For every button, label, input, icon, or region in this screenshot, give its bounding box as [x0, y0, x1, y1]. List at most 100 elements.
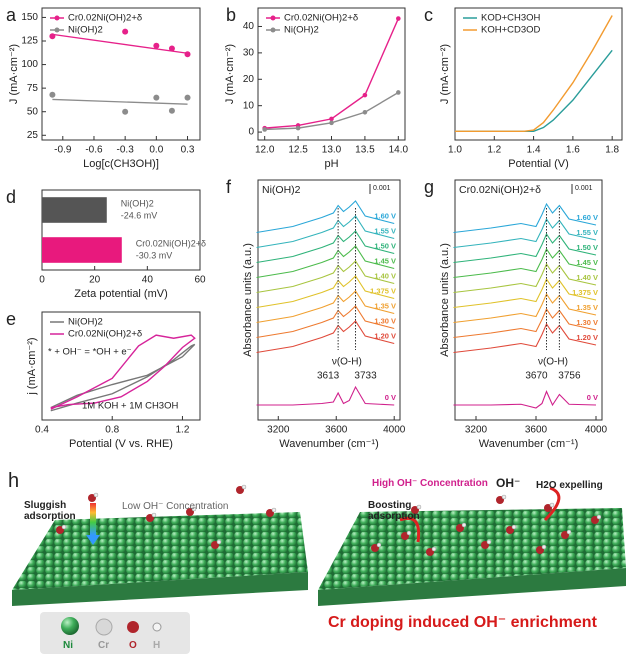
scale-label: 0.001 [575, 185, 593, 192]
plot-frame [257, 179, 401, 421]
point [329, 116, 334, 122]
x-axis-label: Potential (V) [508, 158, 569, 170]
caption: Cr doping induced OH⁻ enrichment [328, 614, 597, 631]
legend-label: Cr0.02Ni(OH)2+δ [284, 13, 358, 24]
legend-label: Ni(OH)2 [68, 25, 103, 36]
series-label: 1.45 V [576, 258, 598, 267]
spectrum [453, 277, 597, 309]
point [184, 51, 191, 58]
low-label: Low OH⁻ Concentration [122, 501, 229, 512]
legend-cr: Cr [98, 640, 110, 651]
panel-letter: c [424, 5, 433, 25]
panel-letter: g [424, 177, 434, 197]
plot-frame [454, 179, 603, 421]
x-tick-label: 13.5 [355, 145, 375, 156]
cr-sphere [95, 618, 113, 636]
point [184, 94, 191, 101]
category-label: Cr0.02Ni(OH)2+δ [136, 238, 206, 248]
legend-marker [270, 15, 276, 21]
band-label: ν(O-H) [538, 357, 568, 368]
point [362, 109, 368, 115]
peak-label: 3756 [558, 371, 581, 382]
x-tick-label: -0.6 [85, 145, 103, 156]
series-label: 1.20 V [374, 331, 396, 340]
spectrum [256, 290, 395, 324]
x-tick-label: 40 [142, 275, 154, 286]
x-tick-label: 3600 [525, 425, 548, 436]
series-label: 1.50 V [576, 243, 598, 252]
y-tick-label: 50 [27, 106, 39, 117]
arrow-head [86, 535, 100, 545]
point [362, 92, 368, 98]
y-tick-label: 100 [21, 59, 38, 70]
y-tick-label: 150 [21, 12, 38, 23]
expelling-arrow [543, 486, 561, 522]
point [153, 42, 160, 49]
series-label: 1.20 V [576, 333, 598, 342]
o-sphere [127, 621, 139, 633]
series-label: 1.375 V [370, 286, 396, 295]
panel-title: Cr0.02Ni(OH)2+δ [459, 184, 541, 196]
y-tick-label: 40 [243, 21, 255, 32]
series-label: 1.55 V [576, 228, 598, 237]
bar [42, 237, 122, 263]
x-axis-label: Wavenumber (cm⁻¹) [479, 438, 579, 450]
panel-letter: e [6, 309, 16, 329]
series-label: 1.40 V [576, 273, 598, 282]
annotation: * + OH⁻ = *OH + e⁻ [48, 347, 132, 358]
series-label: 1.50 V [374, 241, 396, 250]
x-tick-label: 60 [194, 275, 206, 286]
gradient-arrow [90, 503, 96, 535]
point [122, 28, 129, 35]
y-axis-label: j (mA·cm⁻²) [26, 337, 38, 395]
line [455, 15, 613, 132]
point [168, 45, 175, 52]
line [50, 343, 196, 412]
y-axis-label: J (mA·cm⁻²) [439, 44, 451, 104]
series-label: 1.40 V [374, 271, 396, 280]
x-tick-label: 1.8 [605, 145, 619, 156]
point [122, 108, 129, 115]
x-tick-label: 20 [89, 275, 101, 286]
x-tick-label: 1.6 [566, 145, 580, 156]
point [295, 125, 301, 131]
x-axis-label: Log[c(CH3OH)] [83, 158, 159, 170]
series-label: 1.35 V [576, 303, 598, 312]
series-label: 1.60 V [576, 213, 598, 222]
band-label: ν(O-H) [332, 357, 362, 368]
series-label: 1.35 V [374, 301, 396, 310]
y-axis-label: Absorbance units (a.u.) [439, 243, 451, 357]
x-tick-label: 1.2 [487, 145, 501, 156]
point [262, 127, 267, 132]
x-axis-label: Zeta potential (mV) [74, 288, 168, 300]
spectrum [453, 217, 597, 249]
value-label: -30.3 mV [136, 250, 173, 260]
y-tick-label: 20 [243, 74, 255, 85]
legend-label: Cr0.02Ni(OH)2+δ [68, 329, 142, 340]
series-label: 1.30 V [374, 316, 396, 325]
spectrum [256, 305, 395, 339]
x-tick-label: 4000 [585, 425, 608, 436]
x-tick-label: 3200 [465, 425, 488, 436]
h-sphere [152, 622, 162, 632]
x-axis-label: Potential (V vs. RHE) [69, 438, 173, 450]
x-tick-label: 0.3 [181, 145, 195, 156]
x-tick-label: 3200 [267, 425, 290, 436]
illustration [12, 484, 626, 654]
panel-letter: h [8, 470, 20, 492]
y-tick-label: 75 [27, 83, 39, 94]
spectrum [453, 322, 597, 354]
panel-letter: f [226, 177, 232, 197]
legend-label: Cr0.02Ni(OH)2+δ [68, 13, 142, 24]
point [396, 16, 401, 21]
x-tick-label: -0.9 [54, 145, 72, 156]
panel-letter: b [226, 5, 236, 25]
series-label: 1.60 V [374, 211, 396, 220]
x-tick-label: 1.2 [175, 425, 189, 436]
expelling-label: H2O expelling [536, 480, 603, 491]
x-tick-label: 0.8 [105, 425, 119, 436]
spectrum [256, 260, 395, 294]
fit-line [52, 98, 188, 105]
x-axis-label: Wavenumber (cm⁻¹) [279, 438, 379, 450]
point [49, 91, 56, 98]
